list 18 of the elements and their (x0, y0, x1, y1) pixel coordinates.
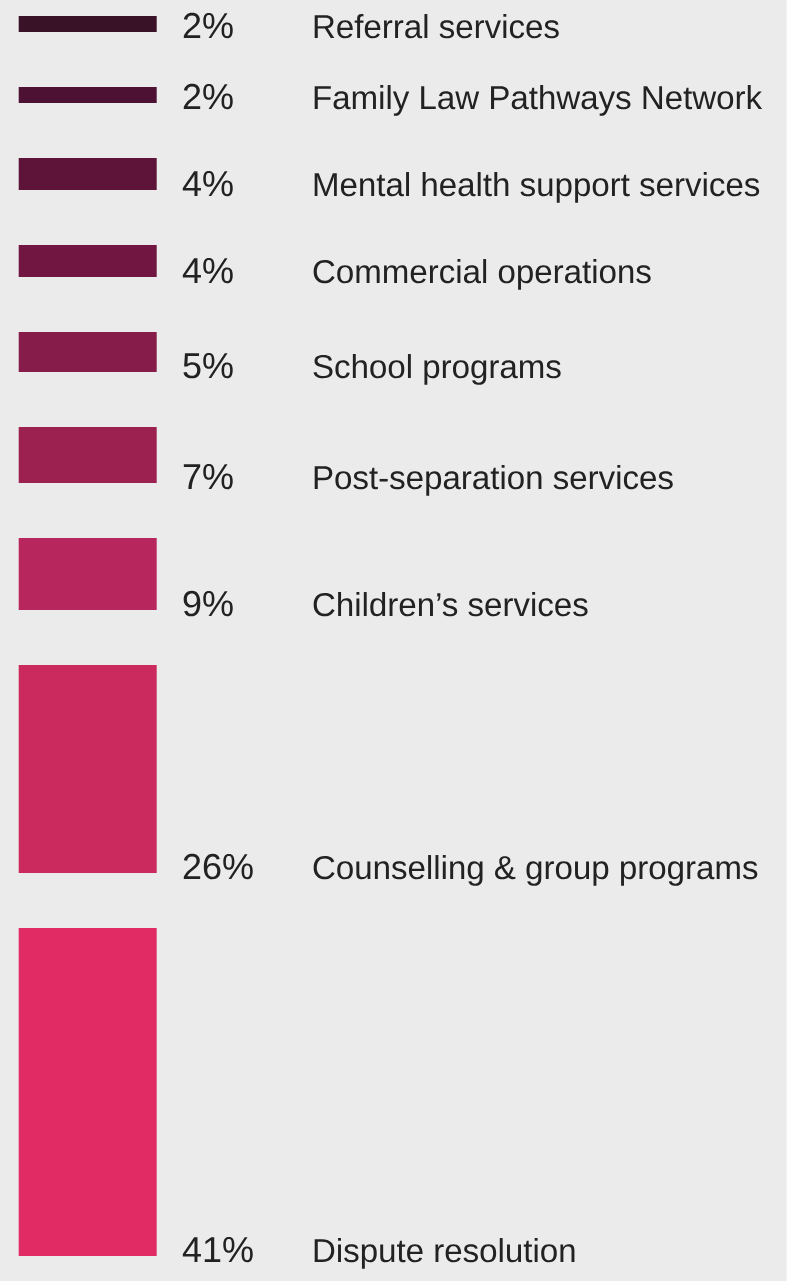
data-label: 4% (182, 171, 233, 197)
category-label: Dispute resolution (314, 1238, 575, 1269)
data-label: 41% (182, 1237, 253, 1263)
data-label: 9% (183, 590, 233, 617)
category-label: Mental health support services (314, 172, 760, 203)
category-label: Counselling & group programs (313, 855, 758, 886)
data-label: 4% (182, 258, 233, 284)
category-label: Family Law Pathways Network (314, 85, 763, 116)
category-label: Referral services (314, 14, 559, 39)
data-label: 2% (183, 83, 233, 110)
data-label: 5% (183, 353, 233, 379)
data-label: 2% (183, 12, 233, 39)
category-label: Post-separation services (314, 465, 673, 496)
category-label: Children’s services (313, 592, 588, 617)
category-label: School programs (313, 354, 561, 385)
data-label: 26% (183, 853, 253, 880)
data-label: 7% (183, 464, 233, 490)
category-label: Commercial operations (313, 259, 651, 290)
